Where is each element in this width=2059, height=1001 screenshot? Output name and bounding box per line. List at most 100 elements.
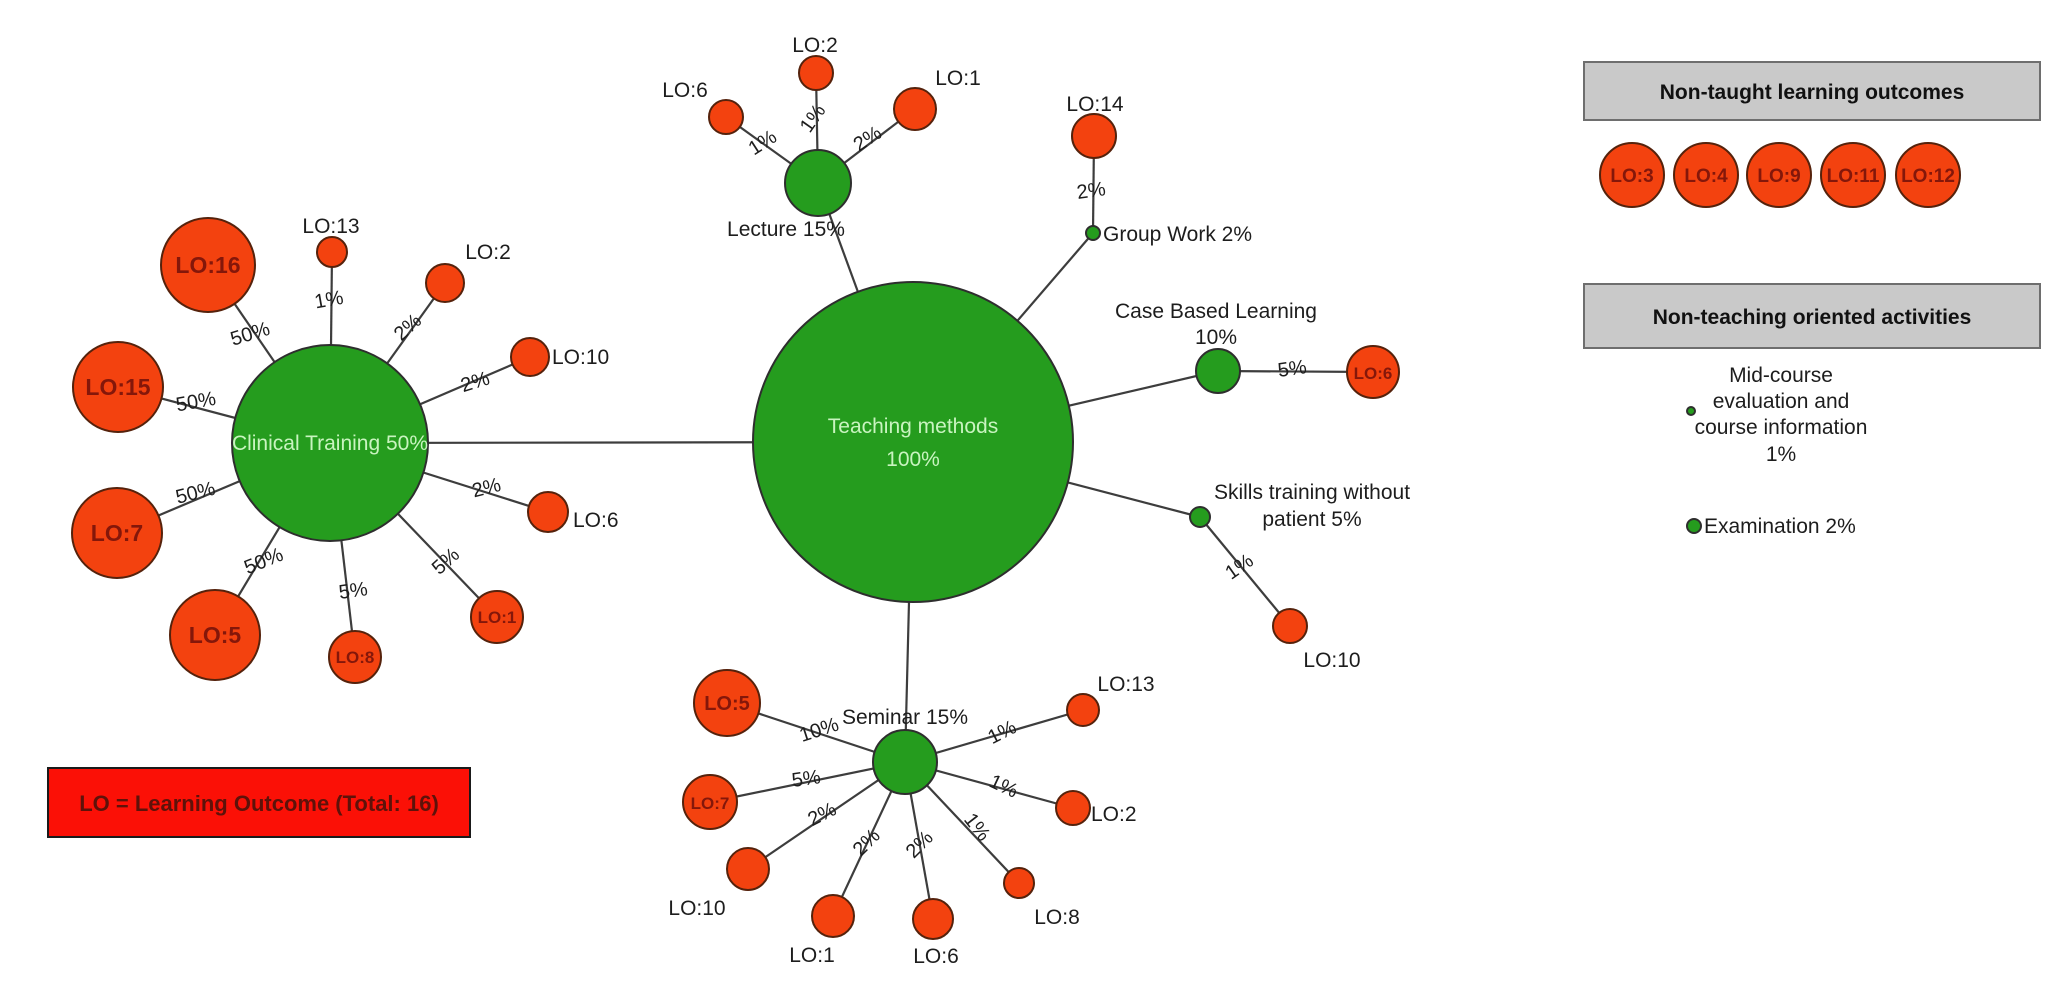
node-examination-dot <box>1686 518 1702 534</box>
nontaught-lo4-label: LO:4 <box>1684 166 1728 187</box>
seminar-lo6-label: LO:6 <box>913 945 959 968</box>
edge-label-clinical-lo13: 1% <box>313 287 346 314</box>
node-seminar-lo6 <box>912 898 954 940</box>
casebased-lo6-label: LO:6 <box>1354 364 1393 383</box>
clinical-lo8-label: LO:8 <box>336 648 375 667</box>
edge-label-clinical-lo5: 50% <box>241 544 287 579</box>
edge-label-clinical-lo1: 5% <box>428 544 464 580</box>
seminar-lo8-label: LO:8 <box>1034 906 1080 929</box>
node-clinical-lo5 <box>169 589 261 681</box>
node-group-work <box>1085 225 1101 241</box>
edge-label-seminar-lo7: 5% <box>790 766 822 792</box>
node-skills-lo10 <box>1272 608 1308 644</box>
clinical-lo16-label: LO:16 <box>175 252 240 278</box>
lo-legend: LO = Learning Outcome (Total: 16) <box>47 767 471 838</box>
node-clinical-lo7 <box>71 487 163 579</box>
node-clinical-lo16 <box>160 217 256 313</box>
case-based-label-line1: Case Based Learning <box>1115 300 1317 323</box>
node-nontaught-lo4 <box>1673 142 1739 208</box>
lecture-lo2-label: LO:2 <box>792 34 838 57</box>
node-seminar-lo13 <box>1066 693 1100 727</box>
non-taught-title: Non-taught learning outcomes <box>1660 81 1965 104</box>
edge-label-groupwork-lo14: 2% <box>1075 178 1107 204</box>
node-lecture-lo1 <box>893 87 937 131</box>
non-teaching-panel: Non-teaching oriented activities Mid-cou… <box>1583 283 2041 538</box>
clinical-lo13-label: LO:13 <box>302 215 359 238</box>
nontaught-lo12-label: LO:12 <box>1901 166 1955 187</box>
skills-label-line2: patient 5% <box>1262 508 1361 531</box>
node-seminar-lo8 <box>1003 867 1035 899</box>
lo-legend-label: LO = Learning Outcome (Total: 16) <box>79 791 439 816</box>
node-clinical-lo2 <box>425 263 465 303</box>
edge-label-lecture-lo1: 2% <box>850 122 886 156</box>
nontaught-lo11-label: LO:11 <box>1827 166 1880 187</box>
node-groupwork-lo14 <box>1071 113 1117 159</box>
node-clinical-lo15 <box>72 341 164 433</box>
edge-label-clinical-lo6: 2% <box>470 474 504 502</box>
node-skills-training <box>1189 506 1211 528</box>
lo-labels-outside: LO:6 LO:2 LO:1 LO:13 LO:2 LO:10 LO:6 LO:… <box>302 34 1360 968</box>
seminar-label: Seminar 15% <box>842 706 968 729</box>
seminar-lo5-label: LO:5 <box>704 693 750 715</box>
node-lecture-lo6 <box>708 99 744 135</box>
edge-label-seminar-lo5: 10% <box>797 714 842 747</box>
clinical-lo15-label: LO:15 <box>85 374 150 400</box>
node-clinical-lo6 <box>527 491 569 533</box>
lo-legend-box <box>47 767 471 838</box>
edge-label-seminar-lo1: 2% <box>849 825 885 861</box>
seminar-lo1-label: LO:1 <box>789 944 835 967</box>
edge-label-seminar-lo6: 2% <box>902 827 938 863</box>
node-case-based-learning <box>1195 348 1241 394</box>
edge-label-clinical-lo7: 50% <box>173 478 217 509</box>
seminar-lo2-label: LO:2 <box>1091 803 1137 826</box>
node-nontaught-lo12 <box>1895 142 1961 208</box>
node-clinical-lo10 <box>510 337 550 377</box>
edge-label-seminar-lo8: 1% <box>959 809 994 845</box>
clinical-lo1-label: LO:1 <box>478 608 517 627</box>
skills-label-line1: Skills training without <box>1214 481 1410 504</box>
edge-label-seminar-lo2: 1% <box>986 770 1022 802</box>
midcourse-label-line2: evaluation and <box>1713 390 1850 413</box>
edge-label-clinical-lo8: 5% <box>337 578 369 604</box>
outcome-nodes <box>71 55 1400 940</box>
edge-label-lecture-lo6: 1% <box>745 126 781 160</box>
examination-label: Examination 2% <box>1704 515 1856 538</box>
lo-labels-inside: LO:16 LO:15 LO:7 LO:5 LO:8 LO:1 LO:5 LO:… <box>85 252 1392 813</box>
lecture-lo6-label: LO:6 <box>662 79 708 102</box>
non-taught-panel: Non-taught learning outcomes LO:3 LO:4 L… <box>1583 61 2041 208</box>
node-clinical-lo1 <box>470 590 524 644</box>
teaching-methods-label-line2: 100% <box>886 448 940 471</box>
node-seminar-lo10 <box>726 847 770 891</box>
clinical-lo7-label: LO:7 <box>91 520 143 546</box>
node-seminar-lo5 <box>693 669 761 737</box>
node-teaching-methods <box>752 281 1074 603</box>
edge-seminar-lo7 <box>709 760 906 804</box>
skills-lo10-label: LO:10 <box>1303 649 1360 672</box>
non-teaching-header-box <box>1583 283 2041 349</box>
midcourse-label-line4: 1% <box>1766 443 1796 466</box>
clinical-lo10-label: LO:10 <box>552 346 609 369</box>
node-nontaught-lo3 <box>1599 142 1665 208</box>
teaching-methods-label-line1: Teaching methods <box>828 415 998 438</box>
node-midcourse-dot <box>1686 406 1696 416</box>
node-seminar-lo1 <box>811 894 855 938</box>
node-lecture-lo2 <box>798 55 834 91</box>
clinical-training-label: Clinical Training 50% <box>232 432 428 455</box>
node-seminar <box>872 729 938 795</box>
node-clinical-training <box>231 344 429 542</box>
node-seminar-lo2 <box>1055 790 1091 826</box>
node-nontaught-lo9 <box>1746 142 1812 208</box>
nontaught-lo9-label: LO:9 <box>1757 166 1800 187</box>
groupwork-lo14-label: LO:14 <box>1066 93 1124 116</box>
edge-label-casebased-lo6: 5% <box>1276 356 1308 382</box>
node-seminar-lo7 <box>682 774 738 830</box>
lecture-label: Lecture 15% <box>727 218 845 241</box>
case-based-label-line2: 10% <box>1195 326 1237 349</box>
seminar-lo13-label: LO:13 <box>1097 673 1154 696</box>
clinical-lo5-label: LO:5 <box>189 622 242 648</box>
edge-label-clinical-lo16: 50% <box>228 318 273 351</box>
method-nodes <box>231 149 1241 795</box>
edge-label-clinical-lo10: 2% <box>458 367 492 397</box>
non-teaching-title: Non-teaching oriented activities <box>1653 306 1972 329</box>
